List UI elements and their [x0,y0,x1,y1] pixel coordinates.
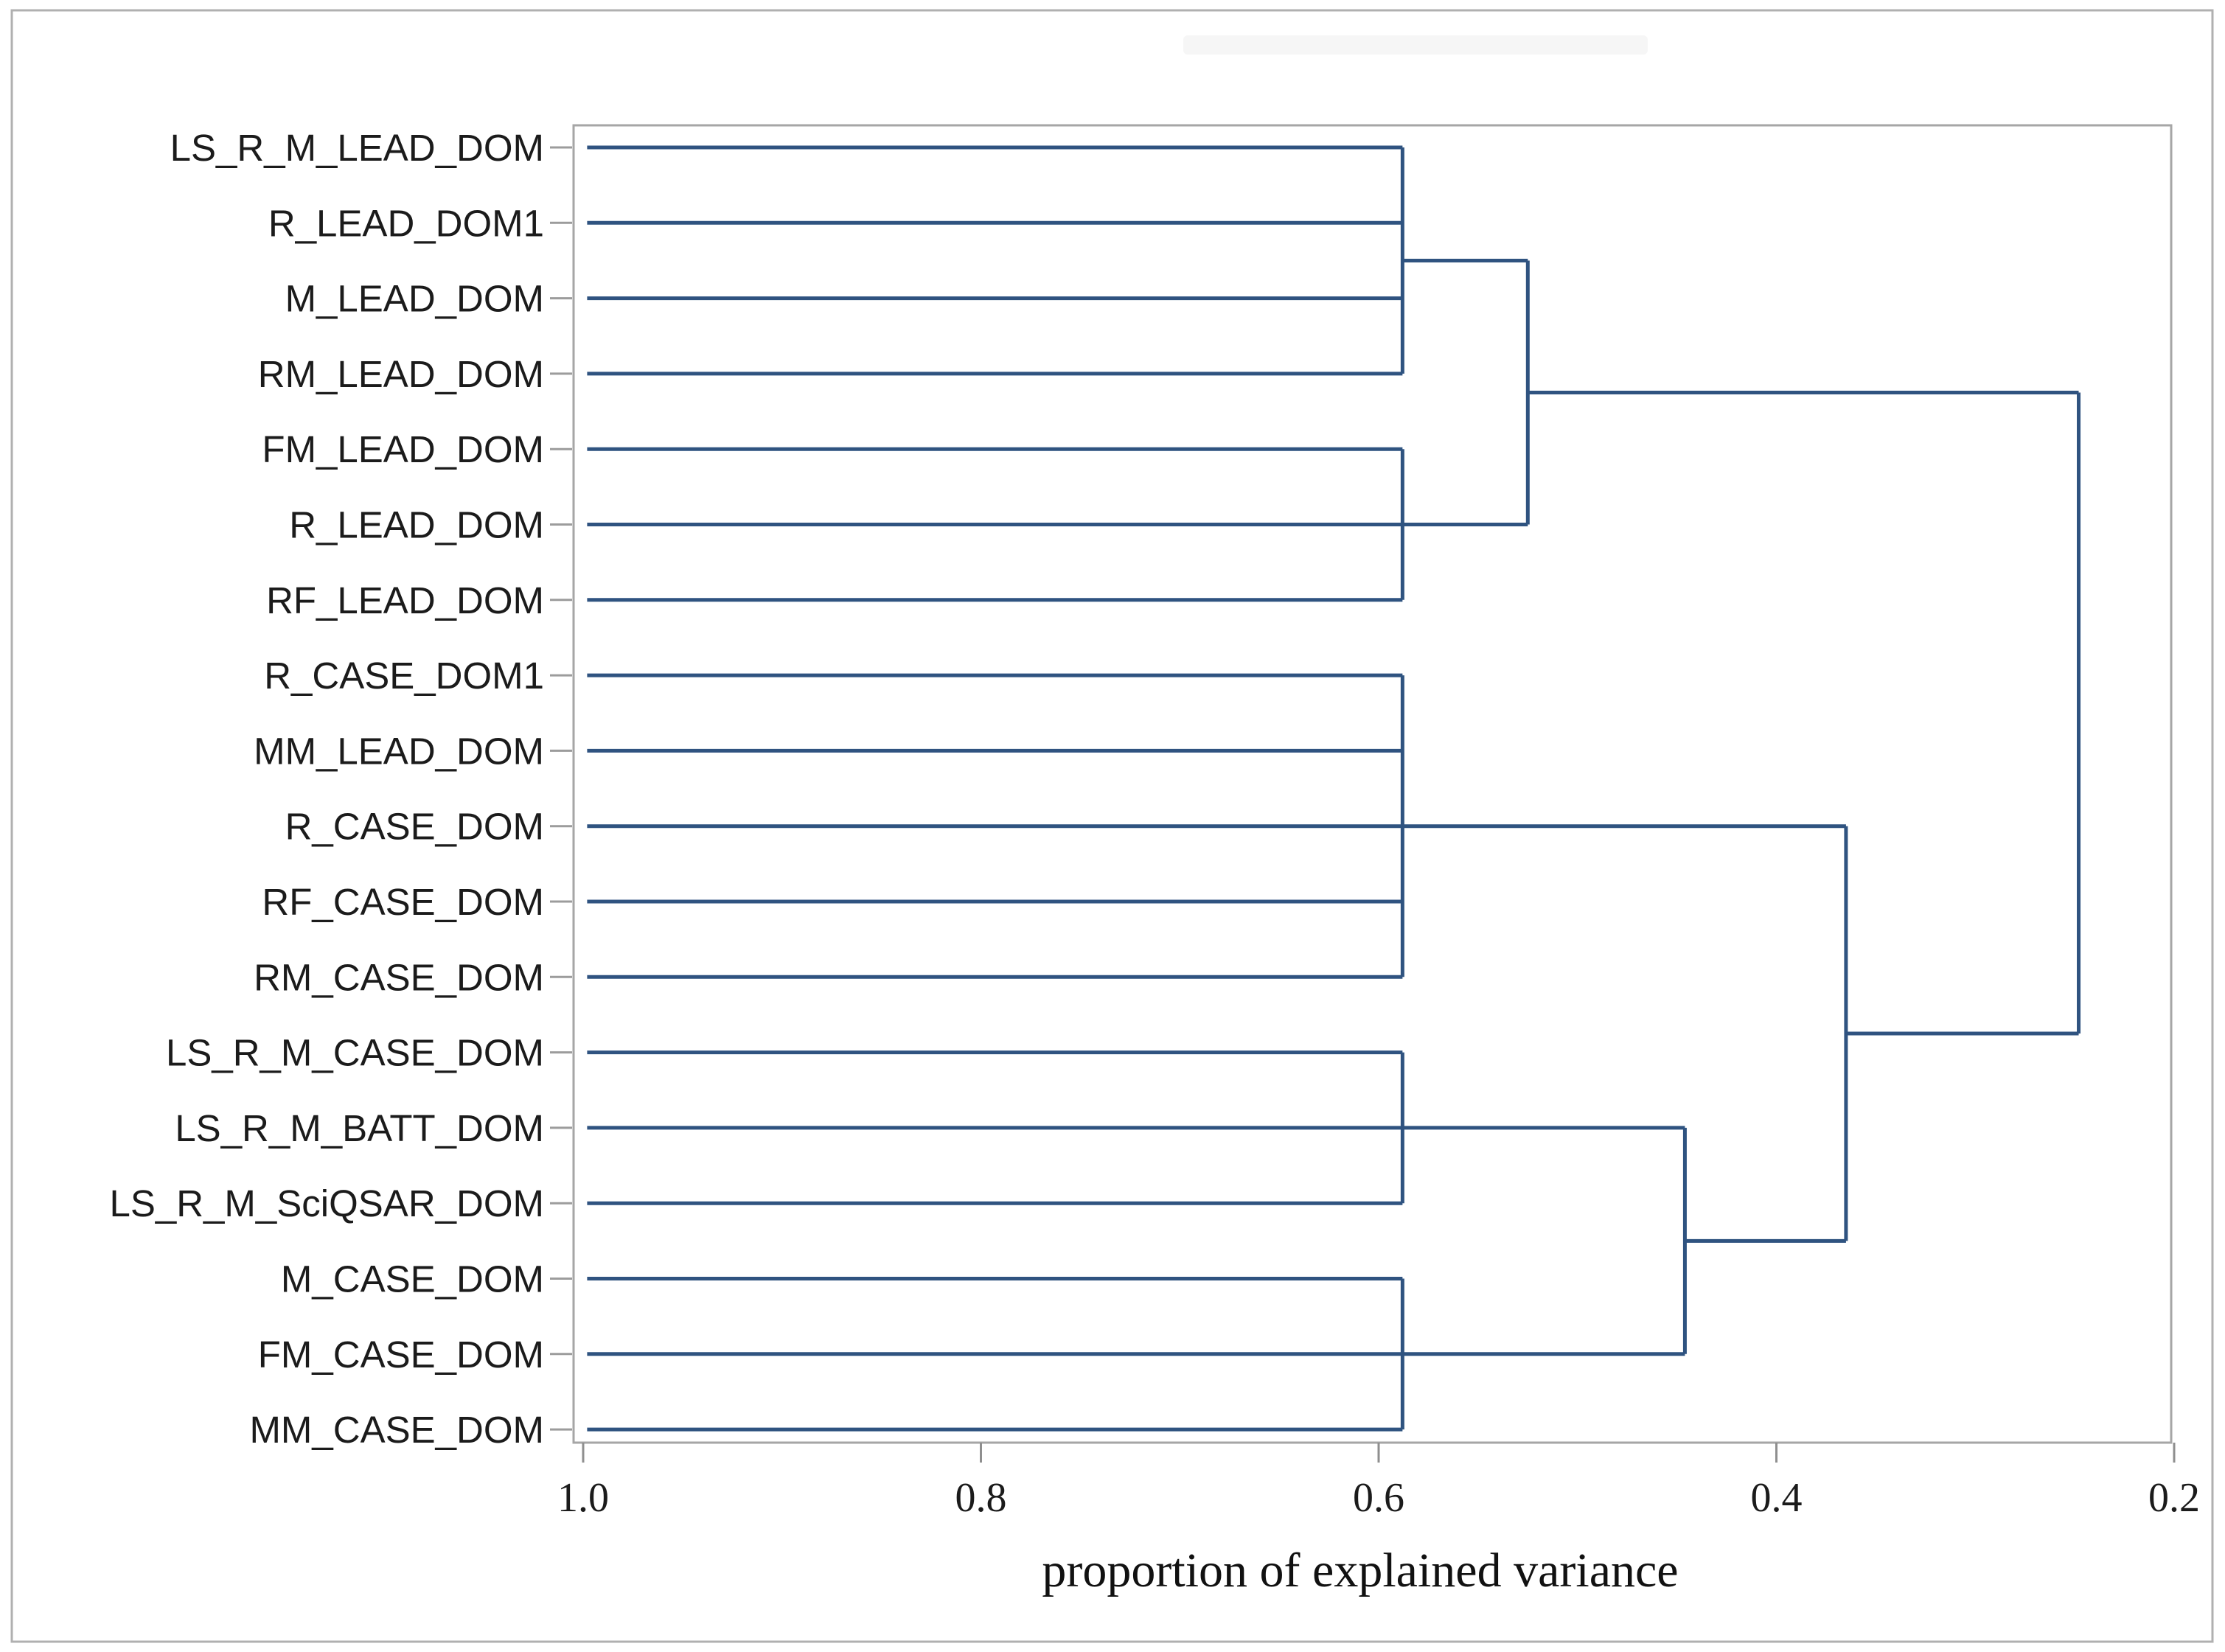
leaf-label: R_CASE_DOM1 [264,655,544,697]
x-tick-label: 1.0 [557,1475,609,1521]
leaf-label: LS_R_M_BATT_DOM [175,1107,544,1149]
x-axis-title: proportion of explained variance [1042,1544,1678,1597]
leaf-label: FM_LEAD_DOM [262,428,544,470]
image-outer-border [10,9,2214,1643]
x-tick-label: 0.4 [1751,1475,1803,1521]
leaf-label: RF_CASE_DOM [262,881,544,923]
x-tick-label: 0.6 [1353,1475,1404,1521]
leaf-label: R_CASE_DOM [285,806,544,848]
leaf-label: RF_LEAD_DOM [266,579,544,621]
leaf-label: LS_R_M_SciQSAR_DOM [109,1182,544,1224]
leaf-label: FM_CASE_DOM [258,1334,544,1376]
leaf-label: RM_LEAD_DOM [258,353,544,395]
leaf-label: LS_R_M_LEAD_DOM [170,127,544,169]
leaf-label: RM_CASE_DOM [254,956,544,998]
x-tick-label: 0.8 [955,1475,1007,1521]
leaf-label: M_LEAD_DOM [285,278,544,320]
leaf-label: LS_R_M_CASE_DOM [166,1032,544,1074]
leaf-label: M_CASE_DOM [281,1258,544,1300]
leaf-label: R_LEAD_DOM [289,504,544,546]
leaf-label: MM_LEAD_DOM [254,730,544,772]
leaf-label: MM_CASE_DOM [249,1409,544,1451]
x-tick-label: 0.2 [2148,1475,2200,1521]
plot-frame [572,124,2173,1444]
faded-title-artifact [1183,35,1648,55]
leaf-label: R_LEAD_DOM1 [268,202,544,244]
